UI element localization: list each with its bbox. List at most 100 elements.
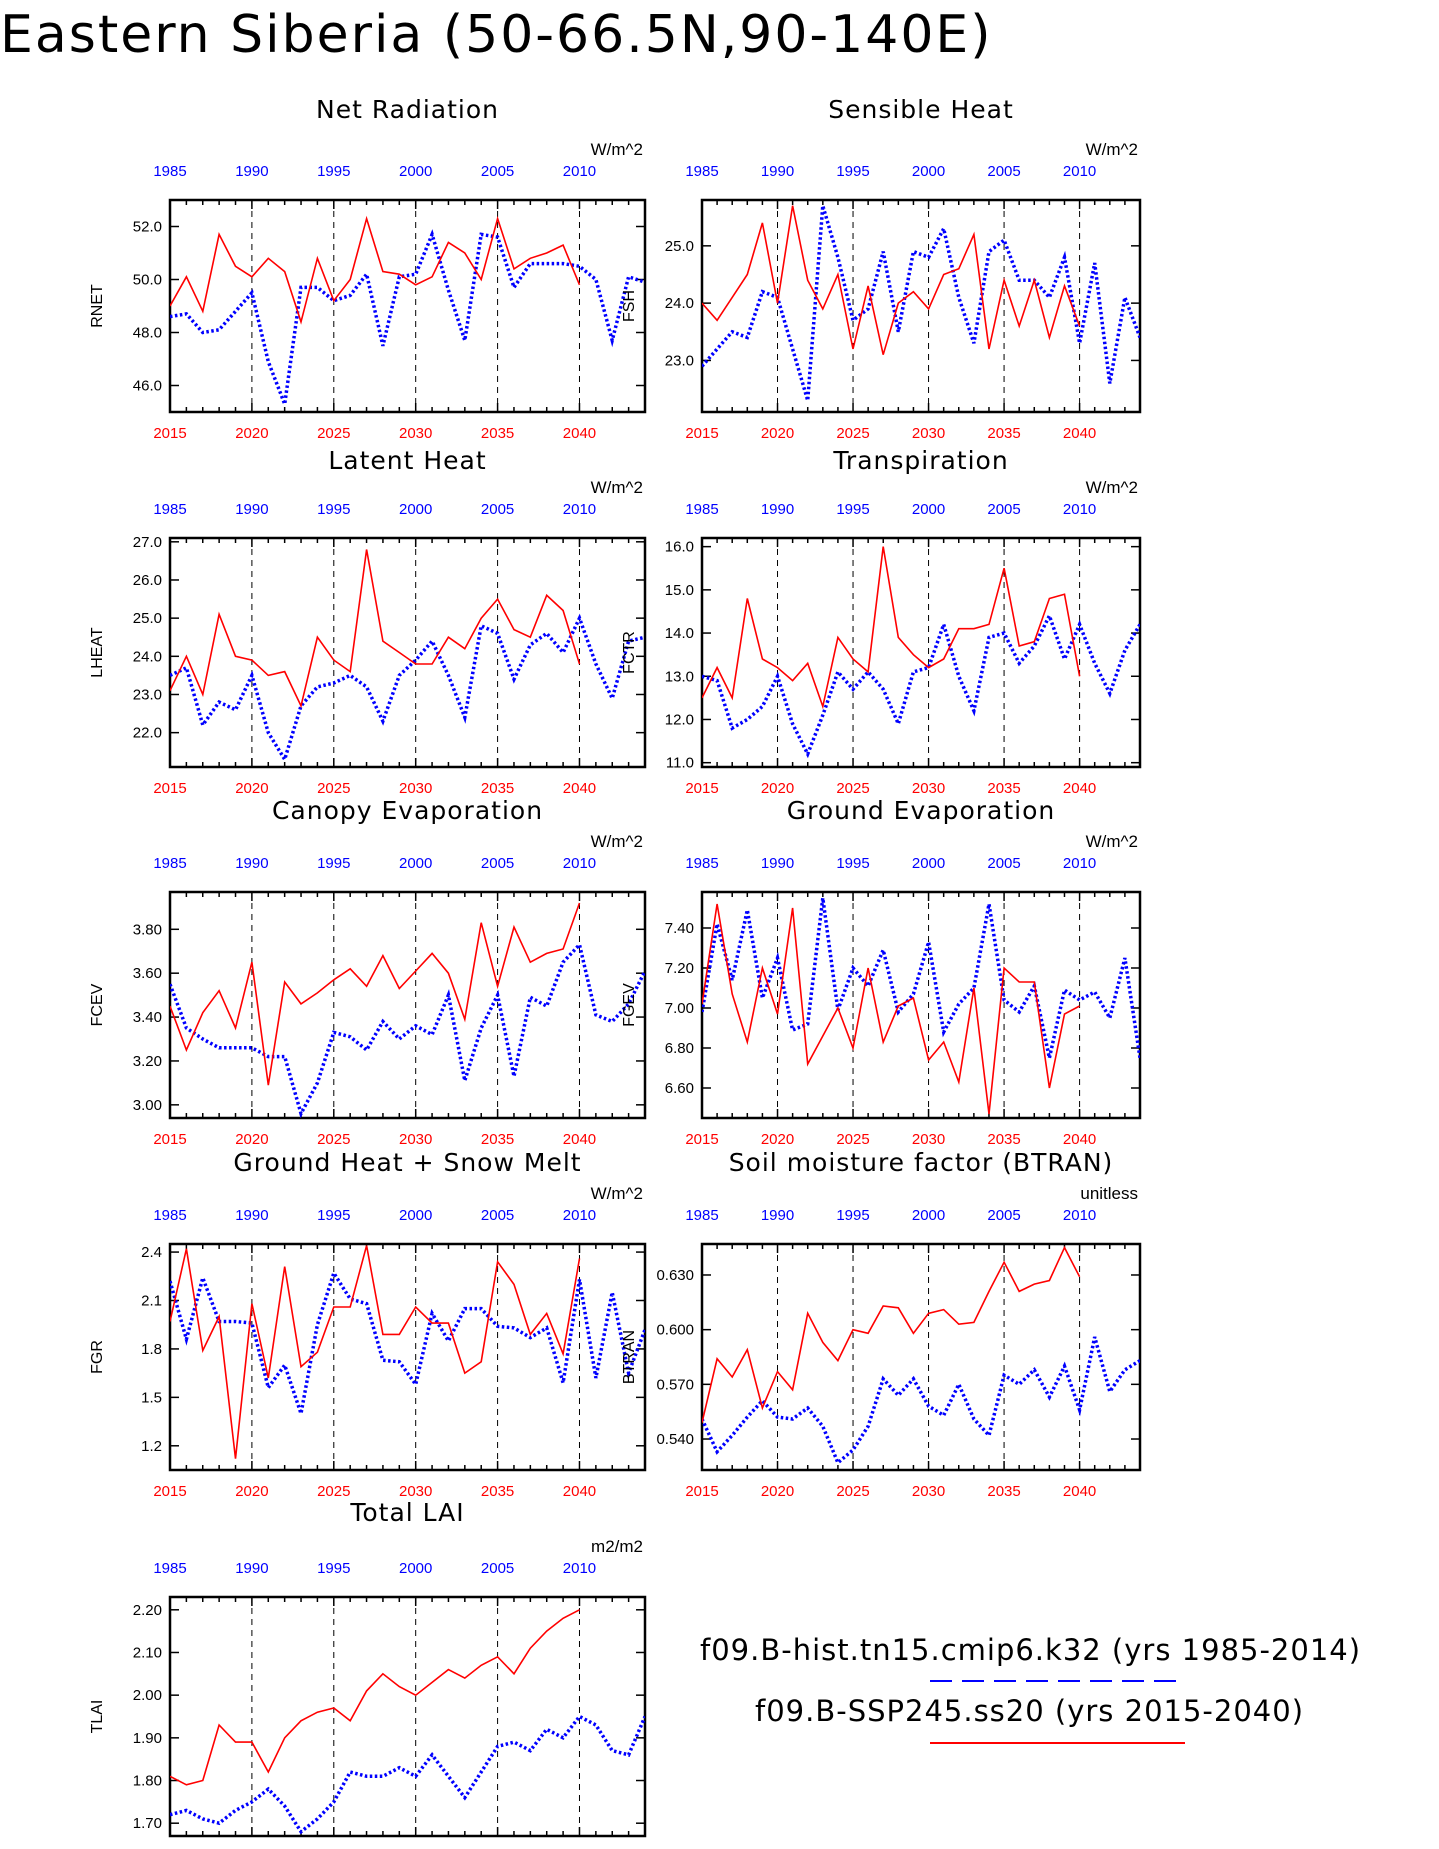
y-tick-label: 3.20	[133, 1053, 162, 1070]
y-axis-label-fgev: FGEV	[621, 983, 638, 1027]
x-top-tick-label-1985: 1985	[685, 1207, 718, 1224]
x-tick-label-2035: 2035	[481, 780, 514, 797]
panel-title-btran: Soil moisture factor (BTRAN)	[729, 1148, 1114, 1177]
series-line-future	[702, 1245, 1081, 1423]
x-top-tick-label-1985: 1985	[685, 501, 718, 518]
units-label-fctr: W/m^2	[1086, 478, 1138, 497]
x-top-tick-label-1995: 1995	[317, 855, 350, 872]
x-top-tick-label-1985: 1985	[153, 1207, 186, 1224]
plot-frame-fsh	[700, 198, 1142, 414]
y-tick-label: 12.0	[665, 711, 694, 728]
x-top-tick-label-2010: 2010	[563, 855, 596, 872]
y-axis-label-fctr: FCTR	[621, 631, 638, 674]
series-line-future	[170, 1609, 580, 1786]
y-tick-label: 27.0	[133, 534, 162, 551]
y-tick-label: 1.5	[141, 1389, 162, 1406]
y-tick-label: 0.540	[656, 1431, 694, 1448]
x-top-tick-label-1985: 1985	[685, 855, 718, 872]
x-top-tick-label-1985: 1985	[153, 855, 186, 872]
plot-frame-fctr	[700, 536, 1142, 769]
legend: f09.B-hist.tn15.cmip6.k32 (yrs 1985-2014…	[700, 1633, 1361, 1744]
x-tick-label-2040: 2040	[1063, 780, 1096, 797]
panel-fgev: Ground Evaporation W/m^2 2015 2020 2025 2030 2…	[621, 796, 1142, 1148]
x-tick-label-2020: 2020	[235, 425, 268, 442]
x-top-tick-label-2005: 2005	[481, 501, 514, 518]
y-axis-label-fsh: FSH	[621, 290, 638, 322]
x-tick-label-2025: 2025	[317, 780, 350, 797]
y-tick-label: 23.0	[133, 686, 162, 703]
x-top-tick-label-1990: 1990	[235, 1207, 268, 1224]
y-tick-label: 3.80	[133, 921, 162, 938]
y-axis-label-rnet: RNET	[89, 284, 106, 328]
series-line-future	[702, 205, 1081, 355]
y-tick-label: 6.60	[665, 1080, 694, 1097]
y-tick-label: 1.90	[133, 1730, 162, 1747]
x-top-tick-label-1990: 1990	[761, 1207, 794, 1224]
units-label-rnet: W/m^2	[591, 140, 643, 159]
x-tick-label-2025: 2025	[836, 780, 869, 797]
y-tick-label: 48.0	[133, 325, 162, 342]
panel-title-fsh: Sensible Heat	[828, 95, 1014, 124]
x-tick-label-2030: 2030	[912, 1131, 945, 1148]
panel-fcev: Canopy Evaporation W/m^2 2015 2020 2025 2030 2…	[89, 796, 647, 1148]
y-tick-label: 1.8	[141, 1341, 162, 1358]
y-tick-label: 7.00	[665, 1000, 694, 1017]
x-top-tick-label-1990: 1990	[235, 163, 268, 180]
x-tick-label-2015: 2015	[685, 425, 718, 442]
y-tick-label: 7.40	[665, 920, 694, 937]
units-label-fgr: W/m^2	[591, 1184, 643, 1203]
y-tick-label: 22.0	[133, 725, 162, 742]
legend-label-future: f09.B-SSP245.ss20 (yrs 2015-2040)	[755, 1694, 1304, 1728]
series-line-historical	[702, 205, 1140, 401]
panel-title-fcev: Canopy Evaporation	[272, 796, 543, 825]
x-tick-label-2030: 2030	[399, 425, 432, 442]
x-tick-label-2015: 2015	[153, 780, 186, 797]
figure-title: Eastern Siberia (50-66.5N,90-140E)	[0, 5, 993, 65]
series-line-historical	[170, 1714, 645, 1835]
x-tick-label-2040: 2040	[1063, 1483, 1096, 1500]
y-tick-label: 14.0	[665, 625, 694, 642]
series-line-future	[170, 1245, 581, 1459]
x-tick-label-2015: 2015	[685, 1131, 718, 1148]
y-tick-label: 50.0	[133, 272, 162, 289]
x-tick-label-2020: 2020	[235, 1131, 268, 1148]
panel-title-fctr: Transpiration	[832, 446, 1008, 475]
units-label-fcev: W/m^2	[591, 832, 643, 851]
y-tick-label: 7.20	[665, 960, 694, 977]
x-top-tick-label-2005: 2005	[481, 1560, 514, 1577]
x-tick-label-2040: 2040	[1063, 425, 1096, 442]
x-top-tick-label-2010: 2010	[1063, 855, 1096, 872]
x-top-tick-label-2005: 2005	[481, 163, 514, 180]
x-top-tick-label-2000: 2000	[912, 1207, 945, 1224]
x-tick-label-2015: 2015	[153, 425, 186, 442]
y-tick-label: 23.0	[665, 352, 694, 369]
y-tick-label: 16.0	[665, 539, 694, 556]
y-tick-label: 52.0	[133, 219, 162, 236]
series-line-historical	[170, 613, 645, 764]
x-tick-label-2040: 2040	[563, 780, 596, 797]
x-tick-label-2025: 2025	[836, 425, 869, 442]
x-top-tick-label-2000: 2000	[399, 1207, 432, 1224]
x-top-tick-label-1985: 1985	[153, 501, 186, 518]
x-tick-label-2025: 2025	[836, 1131, 869, 1148]
y-tick-label: 25.0	[133, 610, 162, 627]
x-tick-label-2030: 2030	[912, 425, 945, 442]
panel-title-tlai: Total LAI	[349, 1498, 464, 1527]
legend-label-historical: f09.B-hist.tn15.cmip6.k32 (yrs 1985-2014…	[700, 1633, 1361, 1667]
plot-frame-fcev	[168, 890, 647, 1120]
y-tick-label: 3.40	[133, 1009, 162, 1026]
series-line-historical	[170, 941, 645, 1118]
x-tick-label-2020: 2020	[761, 1131, 794, 1148]
plot-frame-btran	[700, 1242, 1142, 1472]
panel-fsh: Sensible Heat W/m^2 2015 2020 2025 2030 2035 20…	[621, 95, 1142, 442]
x-top-tick-label-2000: 2000	[399, 163, 432, 180]
x-top-tick-label-2000: 2000	[399, 855, 432, 872]
units-label-lheat: W/m^2	[591, 478, 643, 497]
x-tick-label-2015: 2015	[685, 780, 718, 797]
x-top-tick-label-2010: 2010	[563, 501, 596, 518]
x-top-tick-label-2005: 2005	[987, 163, 1020, 180]
x-top-tick-label-2010: 2010	[563, 1207, 596, 1224]
x-tick-label-2035: 2035	[987, 425, 1020, 442]
y-tick-label: 3.60	[133, 965, 162, 982]
x-tick-label-2030: 2030	[912, 780, 945, 797]
